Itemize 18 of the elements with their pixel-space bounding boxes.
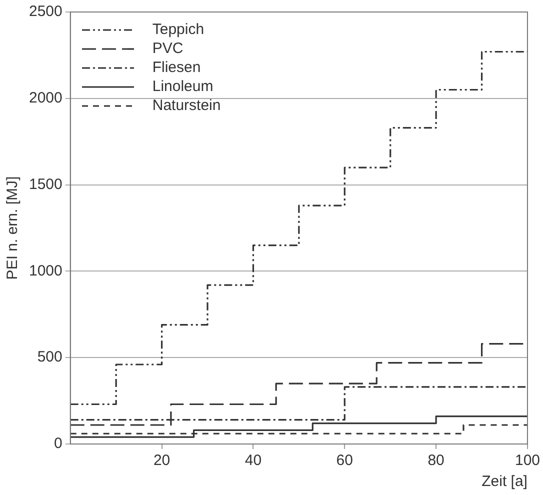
y-tick-label: 1500 [28,176,62,193]
x-tick-label: 100 [514,452,540,470]
legend-label: Teppich [152,21,204,38]
legend-label: Fliesen [152,59,201,76]
y-axis-title: PEI n. ern. [MJ] [4,176,22,280]
x-axis-title: Zeit [a] [482,473,528,490]
y-tick-label: 500 [37,348,62,366]
x-tick-label: 20 [153,452,170,470]
x-tick-label: 80 [428,452,444,470]
x-tick-label: 60 [336,452,353,470]
legend-label: PVC [152,40,184,57]
y-tick-label: 2000 [28,90,62,107]
y-tick-label: 2500 [28,3,62,20]
x-tick-label: 40 [244,452,262,470]
y-tick-label: 0 [54,435,62,452]
legend-label: Naturstein [152,97,221,114]
legend-label: Linoleum [152,78,214,95]
y-tick-label: 1000 [28,262,62,280]
